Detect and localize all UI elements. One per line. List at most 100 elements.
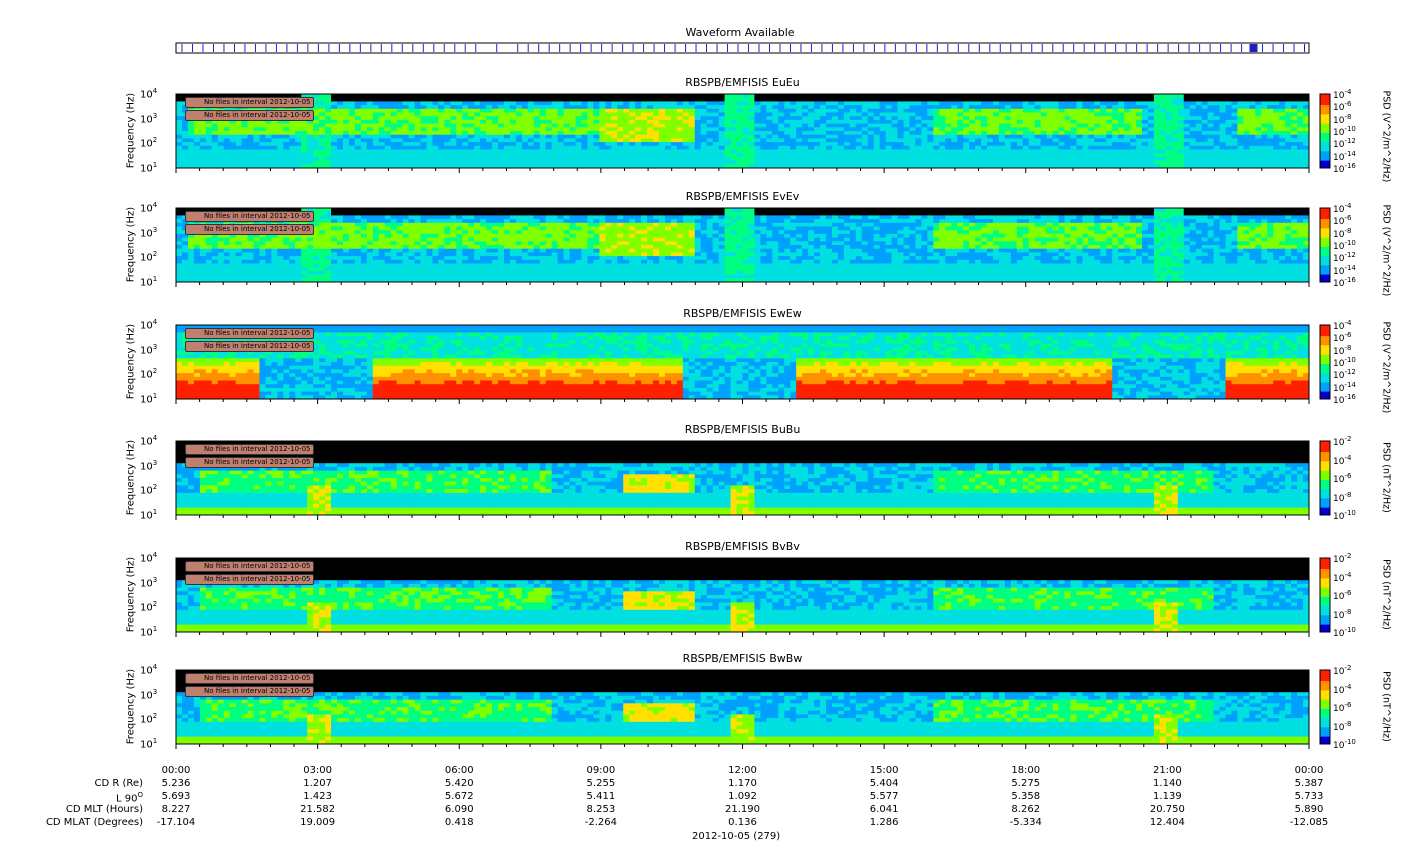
- y-tick-label: 103: [140, 226, 157, 239]
- ephemeris-value: 8.262: [998, 804, 1054, 815]
- colorbar-tick-label: 10-12: [1333, 251, 1356, 264]
- ephemeris-value: -17.104: [148, 817, 204, 828]
- colorbar-tick-label: 10-14: [1333, 264, 1356, 277]
- x-tick-label: 09:00: [581, 765, 621, 776]
- colorbar-label: PSD (V^2/m^2/Hz): [1381, 91, 1392, 183]
- y-tick-label: 101: [140, 737, 157, 750]
- colorbar-tick-label: 10-10: [1333, 738, 1356, 751]
- colorbar-label: PSD (nT^2/Hz): [1381, 555, 1392, 635]
- no-files-badge: No files in interval 2012-10-05: [185, 224, 315, 235]
- colorbar-tick-label: 10-10: [1333, 125, 1356, 138]
- colorbar-tick-label: 10-8: [1333, 720, 1351, 733]
- y-tick-label: 101: [140, 625, 157, 638]
- colorbar-tick-label: 10-12: [1333, 368, 1356, 381]
- ephemeris-value: 21.582: [290, 804, 346, 815]
- colorbar-tick-label: 10-8: [1333, 113, 1351, 126]
- y-tick-label: 102: [140, 367, 157, 380]
- ephemeris-value: 0.136: [715, 817, 771, 828]
- colorbar-tick-label: 10-16: [1333, 393, 1356, 406]
- y-tick-label: 102: [140, 600, 157, 613]
- colorbar-ewew: [1319, 324, 1331, 400]
- no-files-badge: No files in interval 2012-10-05: [185, 457, 315, 468]
- colorbar-tick-label: 10-8: [1333, 344, 1351, 357]
- y-axis-label: Frequency (Hz): [126, 205, 137, 285]
- y-tick-label: 101: [140, 275, 157, 288]
- colorbar-tick-label: 10-10: [1333, 356, 1356, 369]
- spectrogram-bwbw: [175, 669, 1310, 745]
- ephemeris-value: 5.411: [573, 791, 629, 802]
- date-label: 2012-10-05 (279): [692, 831, 780, 842]
- colorbar-tick-label: 10-8: [1333, 491, 1351, 504]
- ephemeris-label: CD MLT (Hours): [0, 804, 143, 815]
- x-ticks: [175, 168, 1310, 173]
- ephemeris-value: -2.264: [573, 817, 629, 828]
- ephemeris-value: 8.227: [148, 804, 204, 815]
- y-tick-label: 103: [140, 576, 157, 589]
- spectrogram-eueu: [175, 93, 1310, 169]
- x-tick-label: 06:00: [439, 765, 479, 776]
- colorbar-tick-label: 10-4: [1333, 88, 1351, 101]
- panel-title: RBSPB/EMFISIS EuEu: [593, 76, 893, 89]
- colorbar-tick-label: 10-4: [1333, 683, 1351, 696]
- ephemeris-value: 1.170: [715, 778, 771, 789]
- x-tick-label: 00:00: [156, 765, 196, 776]
- y-axis-label: Frequency (Hz): [126, 322, 137, 402]
- waveform-title: Waveform Available: [640, 26, 840, 39]
- colorbar-tick-label: 10-6: [1333, 214, 1351, 227]
- y-axis-label: Frequency (Hz): [126, 555, 137, 635]
- x-tick-label: 15:00: [864, 765, 904, 776]
- ephemeris-value: 19.009: [290, 817, 346, 828]
- colorbar-tick-label: 10-2: [1333, 552, 1351, 565]
- panel-title: RBSPB/EMFISIS BwBw: [593, 652, 893, 665]
- ephemeris-value: 5.236: [148, 778, 204, 789]
- x-tick-label: 21:00: [1147, 765, 1187, 776]
- spectrogram-bvbv: [175, 557, 1310, 633]
- colorbar-tick-label: 10-12: [1333, 137, 1356, 150]
- y-tick-label: 103: [140, 459, 157, 472]
- ephemeris-value: -5.334: [998, 817, 1054, 828]
- colorbar-tick-label: 10-6: [1333, 701, 1351, 714]
- colorbar-label: PSD (nT^2/Hz): [1381, 667, 1392, 747]
- spectrogram-evev: [175, 207, 1310, 283]
- colorbar-evev: [1319, 207, 1331, 283]
- x-ticks: [175, 282, 1310, 287]
- x-tick-label: 03:00: [298, 765, 338, 776]
- panel-title: RBSPB/EMFISIS EvEv: [593, 190, 893, 203]
- ephemeris-value: 5.358: [998, 791, 1054, 802]
- y-tick-label: 104: [140, 551, 157, 564]
- colorbar-bvbv: [1319, 557, 1331, 633]
- ephemeris-value: 5.672: [431, 791, 487, 802]
- ephemeris-value: 5.693: [148, 791, 204, 802]
- y-tick-label: 104: [140, 663, 157, 676]
- ephemeris-value: 20.750: [1139, 804, 1195, 815]
- y-tick-label: 104: [140, 434, 157, 447]
- y-tick-label: 102: [140, 250, 157, 263]
- ephemeris-value: 1.286: [856, 817, 912, 828]
- ephemeris-value: 6.090: [431, 804, 487, 815]
- y-axis-label: Frequency (Hz): [126, 438, 137, 518]
- colorbar-tick-label: 10-4: [1333, 202, 1351, 215]
- ephemeris-value: 1.139: [1139, 791, 1195, 802]
- colorbar-tick-label: 10-2: [1333, 435, 1351, 448]
- colorbar-label: PSD (V^2/m^2/Hz): [1381, 322, 1392, 414]
- no-files-badge: No files in interval 2012-10-05: [185, 341, 315, 352]
- colorbar-bwbw: [1319, 669, 1331, 745]
- y-tick-label: 102: [140, 483, 157, 496]
- y-tick-label: 104: [140, 87, 157, 100]
- colorbar-tick-label: 10-8: [1333, 227, 1351, 240]
- y-tick-label: 103: [140, 343, 157, 356]
- colorbar-tick-label: 10-2: [1333, 664, 1351, 677]
- ephemeris-value: 5.255: [573, 778, 629, 789]
- spectrogram-bubu: [175, 440, 1310, 516]
- x-ticks: [175, 632, 1310, 637]
- ephemeris-value: 1.092: [715, 791, 771, 802]
- ephemeris-value: 6.041: [856, 804, 912, 815]
- colorbar-tick-label: 10-10: [1333, 626, 1356, 639]
- ephemeris-value: 5.404: [856, 778, 912, 789]
- panel-title: RBSPB/EMFISIS EwEw: [593, 307, 893, 320]
- colorbar-tick-label: 10-6: [1333, 472, 1351, 485]
- colorbar-tick-label: 10-4: [1333, 319, 1351, 332]
- colorbar-tick-label: 10-4: [1333, 571, 1351, 584]
- y-tick-label: 102: [140, 136, 157, 149]
